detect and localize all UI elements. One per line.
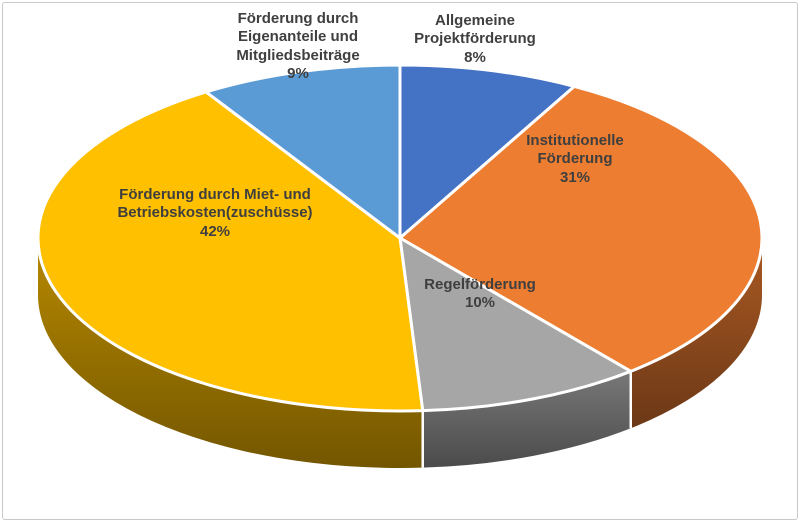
- pie-slice-wall: [422, 371, 631, 468]
- slice-label-allgemeine-projektfoerderung: Allgemeine Projektförderung 8%: [390, 12, 560, 67]
- slice-label-regelfoerderung: Regelförderung 10%: [405, 276, 555, 313]
- pie-slice-wall: [630, 238, 762, 429]
- slice-label-text: Förderung durch Miet- und Betriebskosten…: [117, 186, 313, 222]
- slice-label-text: Förderung durch Eigenanteile und Mitglie…: [236, 10, 360, 64]
- pie-slice: [398, 236, 633, 413]
- slice-percent-text: 8%: [464, 48, 486, 66]
- slice-percent-text: 31%: [559, 168, 591, 186]
- slice-label-eigenanteile-mitgliedsbeitraege: Förderung durch Eigenanteile und Mitglie…: [218, 10, 378, 83]
- slice-percent-text: 42%: [199, 222, 231, 240]
- slice-label-text: Regelförderung: [424, 276, 536, 293]
- slice-label-institutionelle-foerderung: Institutionelle Förderung 31%: [500, 132, 650, 187]
- pie-slice: [398, 84, 764, 373]
- slice-percent-text: 10%: [464, 294, 496, 312]
- slice-label-miet-und-betriebskosten: Förderung durch Miet- und Betriebskosten…: [85, 186, 345, 241]
- pie-slice-wall: [38, 238, 423, 469]
- slice-label-text: Institutionelle Förderung: [526, 132, 624, 168]
- slice-label-text: Allgemeine Projektförderung: [414, 12, 536, 48]
- pie-slice: [398, 63, 576, 240]
- pie-slice: [204, 63, 402, 240]
- pie-slice: [36, 90, 425, 413]
- slice-percent-text: 9%: [287, 64, 309, 82]
